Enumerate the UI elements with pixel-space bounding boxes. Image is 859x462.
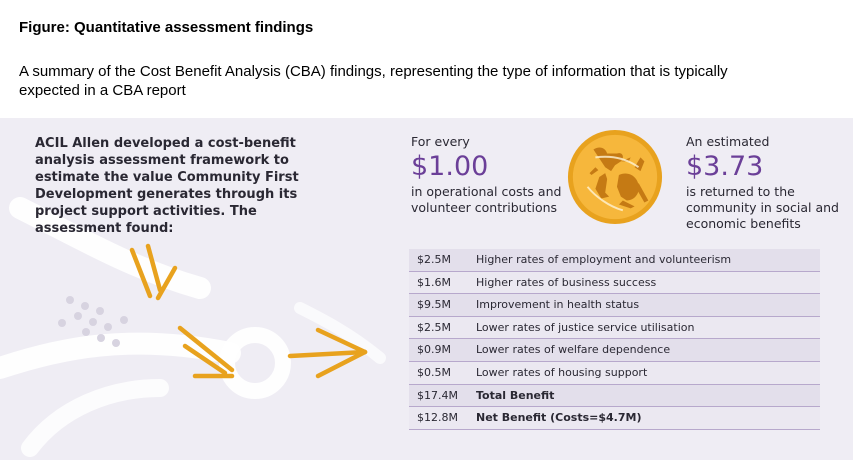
cost-amount: $1.00 (411, 151, 489, 182)
figure-description: A summary of the Cost Benefit Analysis (… (19, 63, 728, 99)
row-description: Improvement in health status (476, 298, 640, 312)
row-description: Net Benefit (Costs=$4.7M) (476, 411, 642, 425)
row-description: Lower rates of justice service utilisati… (476, 320, 695, 334)
row-description: Lower rates of welfare dependence (476, 343, 671, 357)
cost-callout: For every $1.00 in operational costs and… (411, 134, 571, 216)
row-amount: $17.4M (417, 388, 458, 402)
table-row: $0.9M Lower rates of welfare dependence (409, 339, 820, 362)
row-description: Total Benefit (476, 388, 555, 402)
row-description: Lower rates of housing support (476, 365, 648, 379)
row-amount: $1.6M (417, 275, 451, 289)
decorative-artwork (0, 197, 386, 457)
benefits-table: $2.5M Higher rates of employment and vol… (409, 249, 820, 430)
chevron-arrows-icon (129, 243, 368, 379)
row-amount: $2.5M (417, 320, 451, 334)
row-description: Higher rates of business success (476, 275, 657, 289)
row-description: Higher rates of employment and volunteer… (476, 253, 732, 266)
kangaroo-medal-icon (567, 129, 663, 225)
figure-title: Figure: Quantitative assessment findings (19, 19, 314, 36)
return-lead: An estimated (686, 134, 770, 149)
cba-findings-panel: ACIL Allen developed a cost-benefit anal… (0, 118, 853, 460)
table-row: $2.5M Higher rates of employment and vol… (409, 249, 820, 272)
table-row: $2.5M Lower rates of justice service uti… (409, 316, 820, 340)
table-row-net-benefit: $12.8M Net Benefit (Costs=$4.7M) (409, 407, 820, 430)
table-row: $9.5M Improvement in health status (409, 294, 820, 317)
intro-text: ACIL Allen developed a cost-benefit anal… (35, 136, 299, 236)
row-amount: $0.9M (417, 343, 451, 357)
row-amount: $12.8M (417, 411, 458, 425)
cost-caption: in operational costs and volunteer contr… (411, 184, 562, 215)
return-caption: is returned to the community in social a… (686, 184, 839, 231)
table-row: $0.5M Lower rates of housing support (409, 361, 820, 385)
table-row: $1.6M Higher rates of business success (409, 271, 820, 295)
cost-lead: For every (411, 134, 470, 149)
table-row-total-benefit: $17.4M Total Benefit (409, 384, 820, 408)
return-amount: $3.73 (686, 151, 764, 182)
return-callout: An estimated $3.73 is returned to the co… (686, 134, 846, 232)
row-amount: $2.5M (417, 253, 451, 266)
row-amount: $0.5M (417, 365, 451, 379)
row-amount: $9.5M (417, 298, 451, 312)
